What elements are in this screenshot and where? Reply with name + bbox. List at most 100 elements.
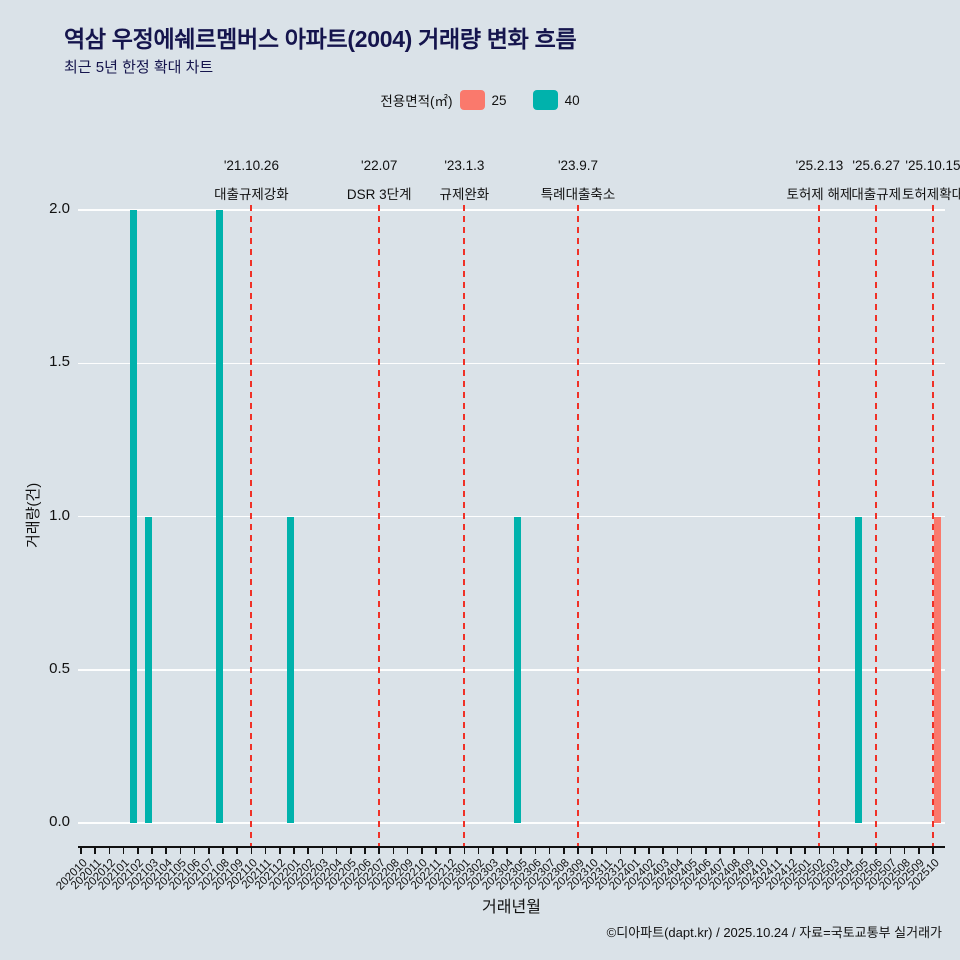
policy-event-date: '25.10.15 xyxy=(905,158,960,173)
x-tick-mark xyxy=(903,848,906,854)
x-tick-mark xyxy=(421,848,423,854)
legend-value-40: 40 xyxy=(564,92,580,108)
x-tick-mark xyxy=(705,848,707,854)
policy-event-label: DSR 3단계 xyxy=(346,187,412,202)
policy-event-label: 토허제확대 xyxy=(901,187,960,202)
x-tick-mark xyxy=(492,848,494,854)
legend-title: 전용면적(㎡) xyxy=(380,94,453,109)
x-tick-mark xyxy=(761,848,764,854)
y-tick-label: 1.0 xyxy=(49,506,70,524)
x-tick-mark xyxy=(392,848,395,854)
x-tick-mark xyxy=(563,848,565,854)
x-tick-mark xyxy=(250,848,253,854)
bar-25-202510 xyxy=(933,516,941,823)
x-tick-mark xyxy=(477,848,480,854)
x-tick-mark xyxy=(548,848,551,854)
policy-event-label: 특례대출축소 xyxy=(540,187,616,202)
x-tick-mark xyxy=(193,848,196,854)
x-tick-mark xyxy=(648,848,650,854)
y-tick-label: 0.5 xyxy=(49,659,70,677)
y-gridline xyxy=(78,822,945,824)
x-tick-mark xyxy=(122,848,125,854)
x-tick-mark xyxy=(406,848,409,854)
x-tick-mark xyxy=(534,848,537,854)
x-tick-mark xyxy=(364,848,366,854)
x-tick-mark xyxy=(506,848,508,854)
x-tick-mark xyxy=(889,848,892,854)
policy-event-line xyxy=(250,205,253,846)
policy-event-label: 규제완화 xyxy=(439,187,490,202)
policy-event-line xyxy=(875,205,878,846)
x-tick-mark xyxy=(577,848,579,854)
x-tick-mark xyxy=(832,848,835,854)
x-tick-mark xyxy=(108,848,111,854)
legend: 전용면적(㎡) 25 40 xyxy=(0,90,960,110)
x-tick-mark xyxy=(776,848,778,854)
y-tick-label: 1.5 xyxy=(49,353,70,371)
policy-event-date: '25.6.27 xyxy=(852,158,900,173)
y-tick-label: 2.0 xyxy=(49,200,70,217)
bar-40-202505 xyxy=(854,516,862,823)
x-tick-mark xyxy=(222,848,224,854)
x-tick-mark xyxy=(208,848,210,854)
policy-event-line xyxy=(463,205,466,846)
x-tick-mark xyxy=(435,848,437,854)
x-tick-mark xyxy=(236,848,238,854)
y-gridline xyxy=(78,669,945,671)
x-axis-line xyxy=(78,846,945,848)
x-tick-mark xyxy=(676,848,679,854)
x-tick-mark xyxy=(179,848,182,854)
x-tick-mark xyxy=(605,848,608,854)
x-tick-mark xyxy=(690,848,693,854)
y-gridline xyxy=(78,209,945,211)
chart-title: 역삼 우정에쉐르멤버스 아파트(2004) 거래량 변화 흐름 xyxy=(64,26,577,52)
legend-swatch-25 xyxy=(459,90,485,110)
x-tick-mark xyxy=(137,848,139,854)
x-tick-mark xyxy=(335,848,338,854)
x-tick-mark xyxy=(790,848,792,854)
x-tick-mark xyxy=(165,848,167,854)
bar-40-202305 xyxy=(513,516,521,823)
x-tick-mark xyxy=(861,848,863,854)
x-tick-mark xyxy=(520,848,522,854)
x-tick-mark xyxy=(733,848,735,854)
y-gridline xyxy=(78,515,945,518)
x-tick-mark xyxy=(350,848,352,854)
x-tick-mark xyxy=(463,848,466,854)
x-tick-mark xyxy=(719,848,721,854)
policy-event-line xyxy=(818,205,821,846)
footer-credit: ©디아파트(dapt.kr) / 2025.10.24 / 자료=국토교통부 실… xyxy=(606,925,942,940)
x-tick-mark xyxy=(293,848,295,854)
x-tick-mark xyxy=(279,848,281,854)
x-tick-mark xyxy=(619,848,622,854)
policy-event-label: 토허제 해제 xyxy=(786,187,853,202)
x-tick-mark xyxy=(662,848,664,854)
x-tick-mark xyxy=(932,848,934,854)
policy-event-line xyxy=(378,205,381,846)
x-tick-mark xyxy=(804,848,806,854)
x-tick-mark xyxy=(151,848,153,854)
bar-40-202108 xyxy=(215,210,223,823)
policy-event-line xyxy=(577,205,579,846)
policy-event-line xyxy=(932,205,934,846)
x-tick-mark xyxy=(449,848,451,854)
y-gridline xyxy=(78,362,945,364)
policy-event-date: '25.2.13 xyxy=(795,158,844,173)
x-tick-mark xyxy=(918,848,920,854)
x-tick-mark xyxy=(321,848,324,854)
policy-event-date: '22.07 xyxy=(361,158,398,173)
policy-event-label: 대출규제 xyxy=(851,187,902,202)
bar-40-202103 xyxy=(144,516,152,823)
policy-event-date: '23.9.7 xyxy=(557,158,599,173)
x-tick-mark xyxy=(875,848,877,854)
x-tick-mark xyxy=(847,848,849,854)
chart-subtitle: 최근 5년 한정 확대 차트 xyxy=(64,59,214,76)
bar-40-202201 xyxy=(286,516,294,823)
policy-event-date: '23.1.3 xyxy=(444,158,485,173)
x-tick-mark xyxy=(818,848,821,854)
x-tick-mark xyxy=(378,848,380,854)
policy-event-date: '21.10.26 xyxy=(223,158,279,173)
x-tick-mark xyxy=(634,848,636,854)
